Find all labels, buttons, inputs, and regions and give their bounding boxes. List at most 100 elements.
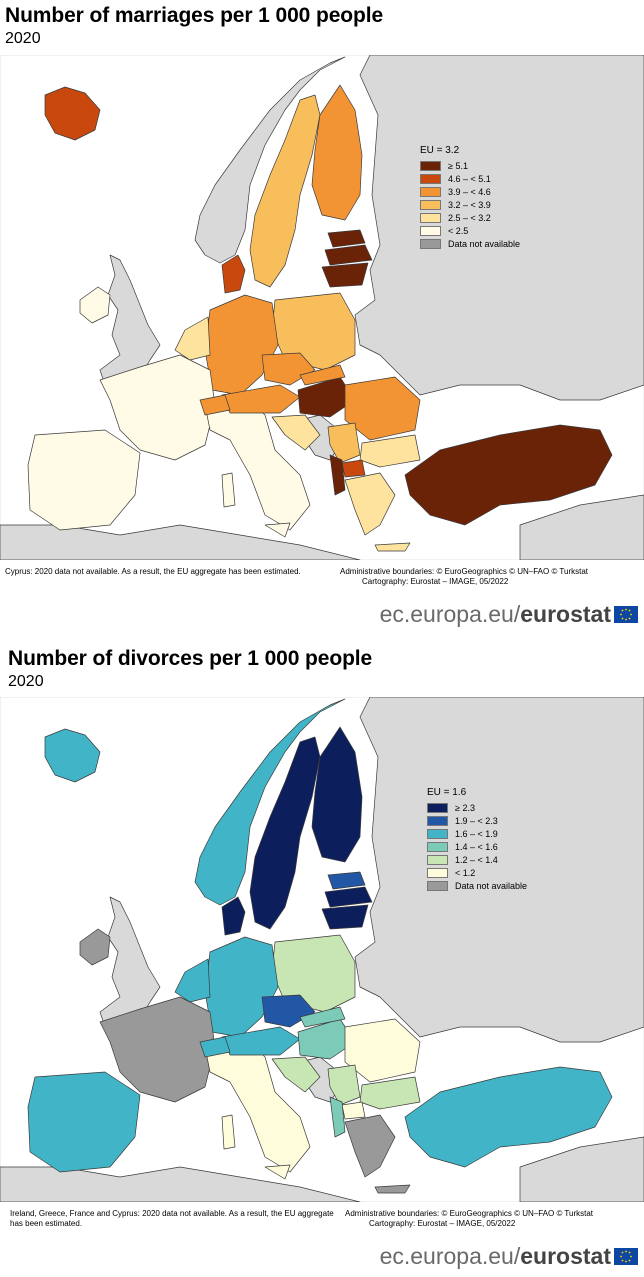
russia-land <box>354 55 644 401</box>
sardinia <box>221 472 236 508</box>
credit-boundaries: Administrative boundaries: © EuroGeograp… <box>345 1209 594 1218</box>
eurostat-logo: ec.europa.eu/eurostat <box>380 601 638 628</box>
brand-name: eurostat <box>520 1243 611 1269</box>
bulgaria <box>359 434 421 468</box>
legend-label: < 2.5 <box>448 225 469 236</box>
legend-label: 4.6 – < 5.1 <box>448 173 491 184</box>
russia-land <box>354 697 644 1043</box>
france <box>99 354 216 461</box>
legend-swatch <box>420 225 441 236</box>
iceland <box>44 86 101 141</box>
spain-portugal <box>27 429 141 531</box>
legend-item: < 2.5 <box>420 224 520 237</box>
norway-land <box>194 56 346 264</box>
legend-label: Data not available <box>448 238 521 249</box>
switzerland <box>199 1036 231 1058</box>
slovakia <box>299 1006 346 1028</box>
map-credits: Administrative boundaries: © EuroGeograp… <box>345 1209 643 1229</box>
romania <box>344 376 421 441</box>
legend-item: Data not available <box>420 237 520 250</box>
turkey <box>404 424 613 526</box>
crete <box>374 1184 411 1194</box>
legend-item: ≥ 5.1 <box>420 159 520 172</box>
romania <box>344 1018 421 1083</box>
croatia-slovenia <box>271 1056 321 1093</box>
map-legend: EU = 1.6 ≥ 2.3 1.9 – < 2.3 1.6 – < 1.9 1… <box>427 787 527 892</box>
latvia <box>324 244 373 266</box>
croatia-slovenia <box>271 414 321 451</box>
marriages-choropleth-map <box>0 55 644 560</box>
legend-label: ≥ 2.3 <box>455 802 475 813</box>
estonia <box>327 871 366 890</box>
norway <box>194 698 346 906</box>
bulgaria <box>359 1076 421 1110</box>
legend-label: 1.9 – < 2.3 <box>455 815 498 826</box>
legend-swatch <box>427 867 448 878</box>
ireland <box>79 286 111 324</box>
finland <box>311 84 363 221</box>
latvia <box>324 886 373 908</box>
serbia <box>327 1064 361 1106</box>
france <box>99 996 216 1103</box>
legend-item: 1.9 – < 2.3 <box>427 814 527 827</box>
legend-swatch <box>420 186 441 197</box>
sardinia <box>221 1114 236 1150</box>
map-title: Number of divorces per 1 000 people <box>8 647 373 670</box>
legend-item: 2.5 – < 3.2 <box>420 211 520 224</box>
legend-label: 1.2 – < 1.4 <box>455 854 498 865</box>
legend-swatch <box>420 212 441 223</box>
legend-swatch <box>420 238 441 249</box>
crete <box>374 542 411 552</box>
legend-item: Data not available <box>427 879 527 892</box>
legend-item: 1.6 – < 1.9 <box>427 827 527 840</box>
legend-swatch <box>427 802 448 813</box>
spain-portugal <box>27 1071 141 1173</box>
eurostat-logo: ec.europa.eu/eurostat <box>380 1243 638 1270</box>
sweden <box>249 736 321 930</box>
eu-flag-icon <box>614 1248 638 1265</box>
switzerland <box>199 394 231 416</box>
finland <box>311 726 363 863</box>
map-subtitle: 2020 <box>8 673 44 690</box>
map-legend: EU = 3.2 ≥ 5.1 4.6 – < 5.1 3.9 – < 4.6 3… <box>420 145 520 250</box>
denmark <box>221 896 246 936</box>
denmark <box>221 254 246 294</box>
netherlands-belgium <box>174 958 211 1003</box>
sicily <box>264 1164 291 1180</box>
legend-label: 1.6 – < 1.9 <box>455 828 498 839</box>
legend-item: 1.4 – < 1.6 <box>427 840 527 853</box>
greece <box>344 1114 396 1178</box>
legend-swatch <box>427 815 448 826</box>
germany <box>204 294 279 396</box>
map-footnote: Cyprus: 2020 data not available. As a re… <box>5 567 301 576</box>
divorces-map-panel: Number of divorces per 1 000 people 2020 <box>0 640 644 1277</box>
credit-boundaries: Administrative boundaries: © EuroGeograp… <box>340 567 589 576</box>
legend-swatch <box>427 880 448 891</box>
legend-swatch <box>427 854 448 865</box>
map-credits: Administrative boundaries: © EuroGeograp… <box>340 567 640 587</box>
credit-cartography: Cartography: Eurostat – IMAGE, 05/2022 <box>369 1219 516 1228</box>
lithuania <box>321 262 369 288</box>
legend-label: < 1.2 <box>455 867 476 878</box>
map-subtitle: 2020 <box>5 30 41 47</box>
legend-label: 2.5 – < 3.2 <box>448 212 491 223</box>
map-footnote: Ireland, Greece, France and Cyprus: 2020… <box>10 1209 334 1228</box>
netherlands-belgium <box>174 316 211 361</box>
lithuania <box>321 904 369 930</box>
legend-item: < 1.2 <box>427 866 527 879</box>
north-macedonia <box>341 459 366 478</box>
ireland <box>79 928 111 966</box>
serbia <box>327 422 361 464</box>
legend-heading: EU = 3.2 <box>420 145 460 156</box>
legend-label: 3.9 – < 4.6 <box>448 186 491 197</box>
legend-heading: EU = 1.6 <box>427 787 467 798</box>
north-africa-land <box>0 1166 361 1202</box>
brand-url: ec.europa.eu/ <box>379 1243 521 1269</box>
middle-east-land <box>519 1136 644 1202</box>
greece <box>344 472 396 536</box>
legend-swatch <box>427 841 448 852</box>
sicily <box>264 522 291 538</box>
legend-label: 3.2 – < 3.9 <box>448 199 491 210</box>
legend-item: ≥ 2.3 <box>427 801 527 814</box>
north-macedonia <box>341 1101 366 1120</box>
